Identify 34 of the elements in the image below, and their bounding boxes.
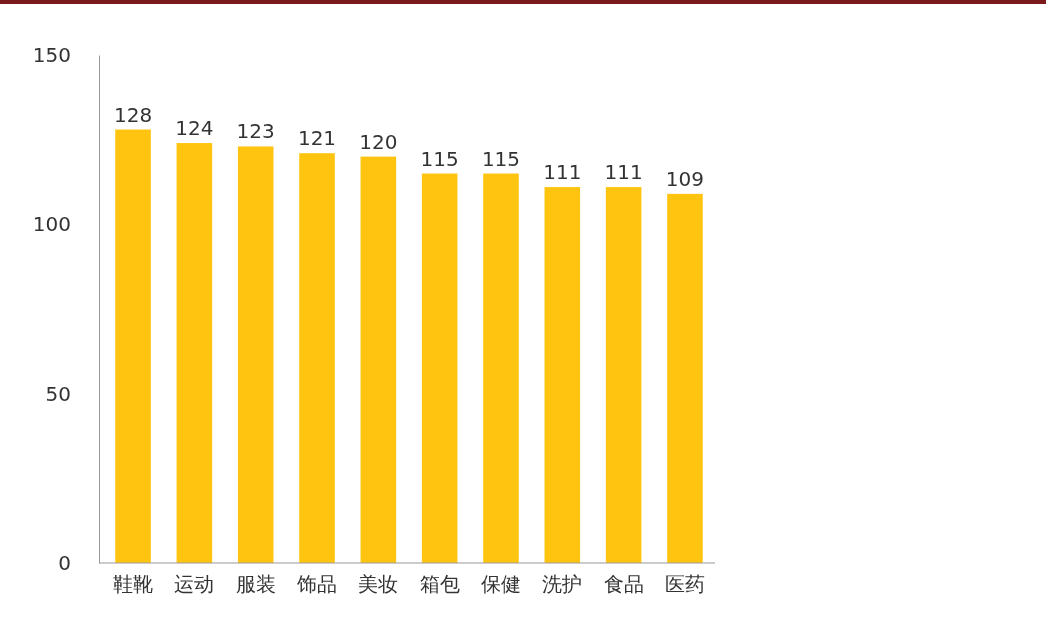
data-label: 109: [665, 166, 705, 191]
x-tick-label: 美妆: [358, 572, 399, 597]
data-label: 124: [175, 116, 214, 141]
bar: [667, 193, 703, 563]
data-label: 120: [359, 129, 398, 154]
data-label: 115: [481, 146, 521, 171]
bar: [360, 156, 397, 563]
x-tick-label: 保健: [480, 572, 521, 597]
x-tick-label: 鞋靴: [113, 572, 154, 597]
bar: [115, 129, 151, 563]
x-tick-label: 运动: [174, 572, 215, 597]
y-tick-label: 150: [32, 42, 71, 67]
data-label: 123: [236, 119, 275, 144]
bar: [176, 143, 213, 563]
y-tick-label: 50: [45, 381, 71, 406]
x-tick-label: 箱包: [419, 572, 460, 597]
data-label: 121: [297, 126, 337, 151]
bar: [605, 187, 642, 563]
x-tick-label: 洗护: [542, 572, 583, 597]
x-tick-label: 饰品: [296, 572, 338, 597]
bar: [483, 173, 519, 563]
data-label: 111: [543, 160, 582, 185]
x-tick-label: 医药: [664, 572, 705, 597]
bar: [299, 153, 335, 563]
data-label: 111: [604, 160, 643, 185]
x-tick-label: 服装: [235, 572, 276, 597]
x-tick-label: 食品: [603, 572, 644, 597]
bar: [421, 173, 458, 563]
y-tick-label: 100: [32, 212, 71, 237]
bar: [237, 146, 274, 563]
data-label: 115: [420, 146, 459, 171]
data-label: 128: [113, 102, 153, 127]
y-tick-label: 0: [58, 550, 71, 575]
bar: [544, 187, 581, 563]
